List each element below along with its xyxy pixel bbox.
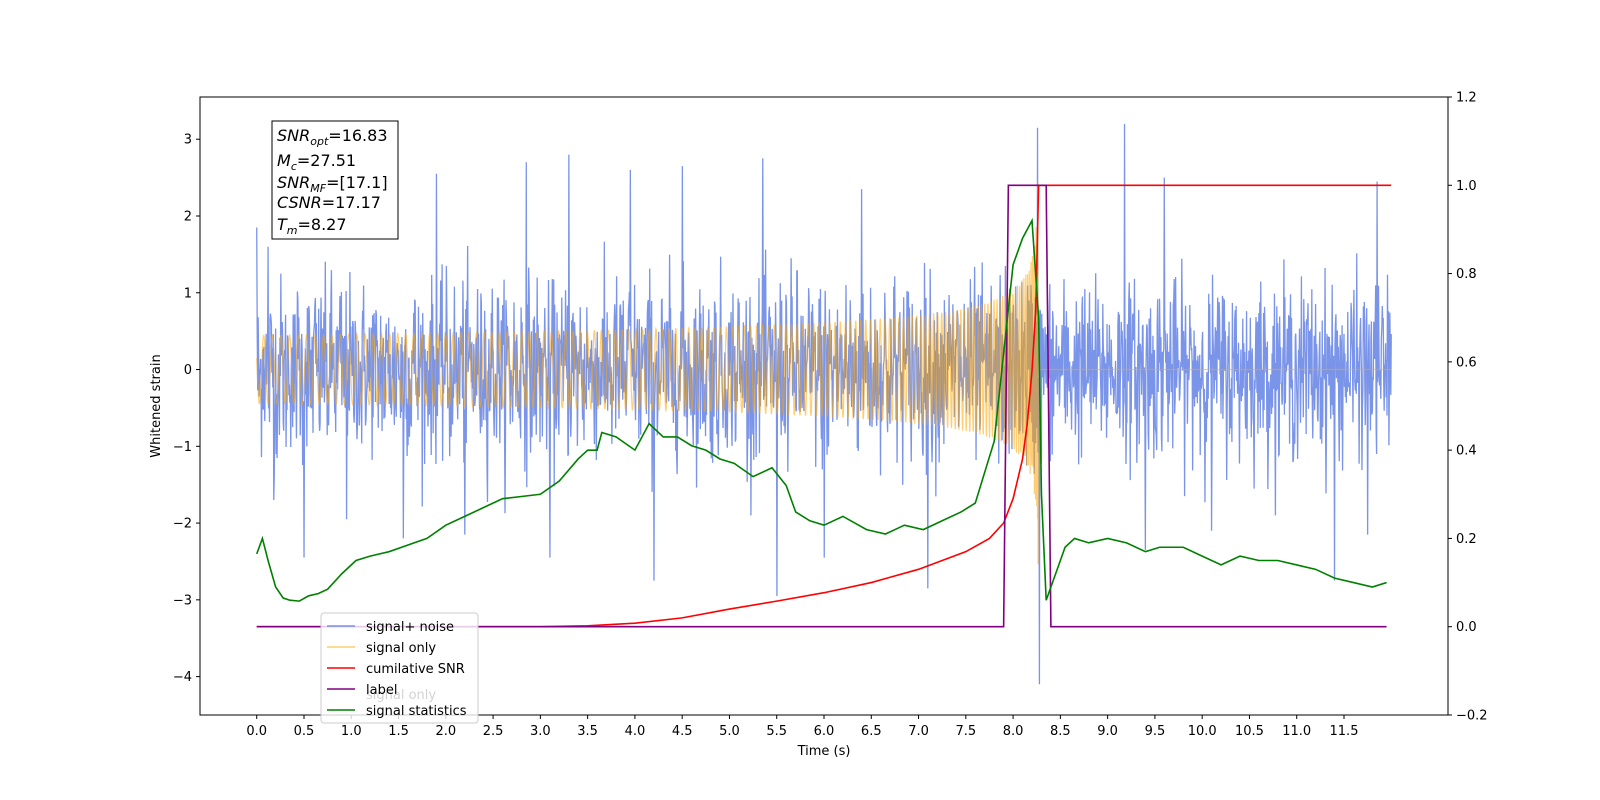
y-left-tick-label: 1 — [184, 286, 192, 301]
tm-subscript: m — [287, 224, 298, 237]
legend-label: label — [366, 683, 397, 698]
legend: signal+ noise signal only cumilative SNR la… — [320, 612, 479, 724]
y-left-tick-label: −4 — [173, 670, 192, 685]
series-cumulative-snr — [256, 184, 1392, 628]
x-tick-label: 7.5 — [955, 724, 976, 739]
x-tick-label: 4.5 — [672, 724, 693, 739]
y-right-tick-label: 1.0 — [1456, 179, 1477, 194]
legend-label: signal only — [366, 641, 436, 656]
mc-value: =27.51 — [297, 151, 356, 170]
x-tick-label: 6.5 — [861, 724, 882, 739]
annotation-mc: Mc=27.51 — [277, 151, 356, 173]
y-right-tick-label: 0.6 — [1456, 355, 1477, 370]
x-tick-label: 9.5 — [1145, 724, 1166, 739]
x-tick-label: 1.5 — [388, 724, 409, 739]
mc-symbol: M — [277, 151, 291, 170]
x-tick-label: 8.0 — [1003, 724, 1024, 739]
x-tick-label: 9.0 — [1097, 724, 1118, 739]
y-left-tick-label: −1 — [173, 440, 192, 455]
annotation-tm: Tm=8.27 — [277, 215, 347, 237]
annotation-box: SNRopt=16.83 Mc=27.51 SNRMF=[17.1] CSNR=… — [271, 120, 399, 240]
y-left-tick-label: 3 — [184, 133, 192, 148]
x-tick-label: 10.5 — [1235, 724, 1264, 739]
series-signal-statistics — [255, 217, 1387, 602]
series-label — [256, 184, 1387, 628]
y-right-tick-label: 0.0 — [1456, 620, 1477, 635]
x-tick-label: 5.5 — [766, 724, 787, 739]
x-tick-label: 11.0 — [1282, 724, 1311, 739]
x-tick-label: 11.5 — [1330, 724, 1359, 739]
x-tick-label: 3.5 — [577, 724, 598, 739]
annotation-snr-mf: SNRMF=[17.1] — [277, 173, 388, 195]
x-tick-label: 0.5 — [294, 724, 315, 739]
legend-label: signal statistics — [366, 704, 467, 719]
y-axis-right-ticks: 1.2 1.0 0.8 0.6 0.4 0.2 0.0 −0.2 — [1448, 91, 1488, 724]
y-right-tick-label: 1.2 — [1456, 91, 1477, 106]
mc-subscript: c — [291, 160, 297, 173]
annotation-box-frame — [271, 120, 399, 240]
tm-value: =8.27 — [298, 215, 347, 234]
series-signal-noise — [256, 123, 1392, 685]
snr-opt-value: =16.83 — [328, 126, 387, 145]
annotation-csnr: CSNR=17.17 — [277, 193, 381, 212]
snr-mf-value: =[17.1] — [326, 173, 388, 192]
tm-symbol: T — [277, 215, 288, 234]
y-axis-left-label: Whitened strain — [149, 354, 164, 457]
x-tick-label: 1.0 — [341, 724, 362, 739]
y-right-tick-label: 0.4 — [1456, 444, 1477, 459]
snr-opt-symbol: SNR — [277, 126, 310, 145]
snr-opt-subscript: opt — [310, 135, 329, 148]
series-layer — [255, 123, 1392, 685]
x-tick-label: 2.5 — [483, 724, 504, 739]
plot-area — [255, 123, 1392, 685]
annotation-snr-opt: SNRopt=16.83 — [277, 126, 388, 148]
x-tick-label: 8.5 — [1050, 724, 1071, 739]
snr-mf-subscript: MF — [310, 182, 326, 195]
y-left-tick-label: 0 — [184, 363, 192, 378]
y-left-tick-label: −3 — [173, 593, 192, 608]
x-axis-label: Time (s) — [797, 744, 851, 759]
y-left-tick-label: 2 — [184, 209, 192, 224]
x-tick-label: 5.0 — [719, 724, 740, 739]
y-right-tick-label: 0.8 — [1456, 267, 1477, 282]
csnr-value: =17.17 — [322, 193, 381, 212]
legend-label: cumilative SNR — [366, 662, 465, 677]
y-axis-left-ticks: 3 2 1 0 −1 −2 −3 −4 — [173, 133, 200, 685]
y-left-tick-label: −2 — [173, 517, 192, 532]
y-right-tick-label: −0.2 — [1456, 709, 1488, 724]
x-tick-label: 0.0 — [246, 724, 267, 739]
series-signal-only — [256, 181, 1392, 565]
legend-overprint-label: signal only — [366, 688, 436, 703]
legend-frame — [320, 612, 479, 724]
x-tick-label: 10.0 — [1188, 724, 1217, 739]
x-axis-ticks: 0.0 0.5 1.0 1.5 2.0 2.5 3.0 3.5 4.0 4.5 5.0 5.5 6.0 6… — [246, 715, 1358, 739]
x-tick-label: 2.0 — [435, 724, 456, 739]
snr-mf-symbol: SNR — [277, 173, 310, 192]
x-tick-label: 4.0 — [625, 724, 646, 739]
x-tick-label: 3.0 — [530, 724, 551, 739]
x-tick-label: 7.0 — [908, 724, 929, 739]
csnr-symbol: CSNR — [277, 193, 322, 212]
x-tick-label: 6.0 — [814, 724, 835, 739]
y-right-tick-label: 0.2 — [1456, 532, 1477, 547]
legend-label: signal+ noise — [366, 620, 454, 635]
